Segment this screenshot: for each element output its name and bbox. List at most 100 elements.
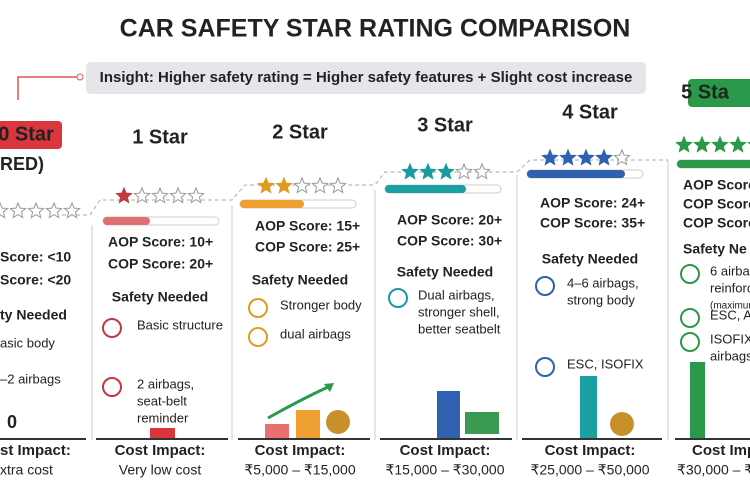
star-icon	[675, 135, 693, 153]
connector-dot	[76, 73, 84, 81]
star-icon	[455, 162, 473, 180]
feature: dual airbags	[280, 326, 351, 341]
score: AOP Score	[683, 177, 750, 193]
safety-title: Safety Needed	[397, 264, 493, 280]
star-icon	[437, 162, 455, 180]
feature: Stronger body	[280, 297, 362, 312]
score: AOP Score: 15+	[255, 218, 360, 234]
feature-icon	[680, 264, 700, 284]
cost-amount: 0	[7, 412, 17, 432]
feature-icon	[680, 308, 700, 328]
star-icon	[9, 201, 27, 219]
progress-fill	[677, 160, 750, 168]
score: Score: <20	[0, 272, 71, 288]
rating: 0 Star	[0, 123, 54, 145]
feature: 4–6 airbags,	[567, 275, 639, 290]
feature: seat-belt	[137, 393, 187, 408]
feature: 6 airba	[710, 263, 750, 278]
feature: better seatbelt	[418, 321, 501, 336]
score: AOP Score: 20+	[397, 212, 502, 228]
star-icon	[541, 148, 559, 166]
progress-fill	[103, 217, 150, 225]
star-icon	[187, 186, 205, 204]
rating: 5 Sta	[681, 81, 730, 103]
star-icon	[329, 176, 347, 194]
progress-fill	[527, 170, 625, 178]
feature: reminder	[137, 410, 189, 425]
star-icon	[133, 186, 151, 204]
star-icon	[0, 201, 9, 219]
feature: asic body	[0, 335, 55, 350]
feature: Dual airbags,	[418, 287, 495, 302]
cost-value: ₹25,000 – ₹50,000	[530, 462, 649, 478]
feature-icon	[248, 327, 268, 347]
feature: (maximum	[710, 301, 750, 312]
rating: 4 Star	[562, 101, 618, 123]
insight: Insight: Higher safety rating = Higher s…	[100, 69, 633, 86]
rating-badge	[0, 121, 62, 149]
feature-icon	[102, 318, 122, 338]
score: COP Score	[683, 196, 750, 212]
rating: 2 Star	[272, 121, 328, 143]
feature: ESC, ISOFIX	[567, 356, 644, 371]
cost-title: st Impact:	[0, 442, 71, 459]
cost-title: Cost Impact	[692, 442, 750, 459]
feature-icon	[680, 332, 700, 352]
score: COP Score: 30+	[397, 233, 502, 249]
feature-icon	[535, 276, 555, 296]
star-icon	[729, 135, 747, 153]
star-icon	[419, 162, 437, 180]
cost-title: Cost Impact:	[115, 442, 206, 459]
star-icon	[595, 148, 613, 166]
safety-title: Safety Needed	[112, 289, 208, 305]
star-icon	[45, 201, 63, 219]
star-icon	[559, 148, 577, 166]
star-icon	[293, 176, 311, 194]
feature: –2 airbags	[0, 371, 61, 386]
score: AOP Score: 24+	[540, 195, 645, 211]
score: AOP Score: 10+	[108, 234, 213, 250]
star-icon	[257, 176, 275, 194]
star-icon	[401, 162, 419, 180]
star-icon	[693, 135, 711, 153]
star-icon	[63, 201, 81, 219]
cost-title: Cost Impact:	[545, 442, 636, 459]
cost-value: Very low cost	[119, 462, 202, 478]
feature-icon	[388, 288, 408, 308]
cost-bars	[150, 362, 705, 438]
score: COP Score: 20+	[108, 256, 213, 272]
score: Score: <10	[0, 249, 71, 265]
rating-note: RED)	[0, 154, 44, 174]
feature: ISOFIX	[710, 331, 750, 346]
star-icon	[577, 148, 595, 166]
cost-value: ₹15,000 – ₹30,000	[385, 462, 504, 478]
column-dividers	[91, 160, 669, 440]
rating: 3 Star	[417, 114, 473, 136]
progress-fill	[385, 185, 466, 193]
insight-box	[86, 62, 646, 94]
cost-title: Cost Impact:	[255, 442, 346, 459]
feature-icon	[102, 377, 122, 397]
star-icon	[151, 186, 169, 204]
cost-value: ₹5,000 – ₹15,000	[244, 462, 355, 478]
feature: stronger shell,	[418, 304, 500, 319]
rating: 1 Star	[132, 126, 188, 148]
safety-title: ty Needed	[0, 307, 67, 323]
star-icon	[115, 186, 133, 204]
star-icon	[711, 135, 729, 153]
star-icon	[613, 148, 631, 166]
feature-icon	[248, 298, 268, 318]
safety-title: Safety Needed	[252, 272, 348, 288]
star-icon	[169, 186, 187, 204]
feature-icon	[535, 357, 555, 377]
cost-value: ₹30,000 – ₹	[677, 462, 750, 478]
star-icon	[473, 162, 491, 180]
star-icon	[27, 201, 45, 219]
connector	[17, 76, 80, 100]
feature: 2 airbags,	[137, 376, 194, 391]
feature: strong body	[567, 292, 635, 307]
feature: Basic structure	[137, 317, 223, 332]
rating-badge	[688, 79, 750, 107]
step-connector	[62, 159, 668, 216]
